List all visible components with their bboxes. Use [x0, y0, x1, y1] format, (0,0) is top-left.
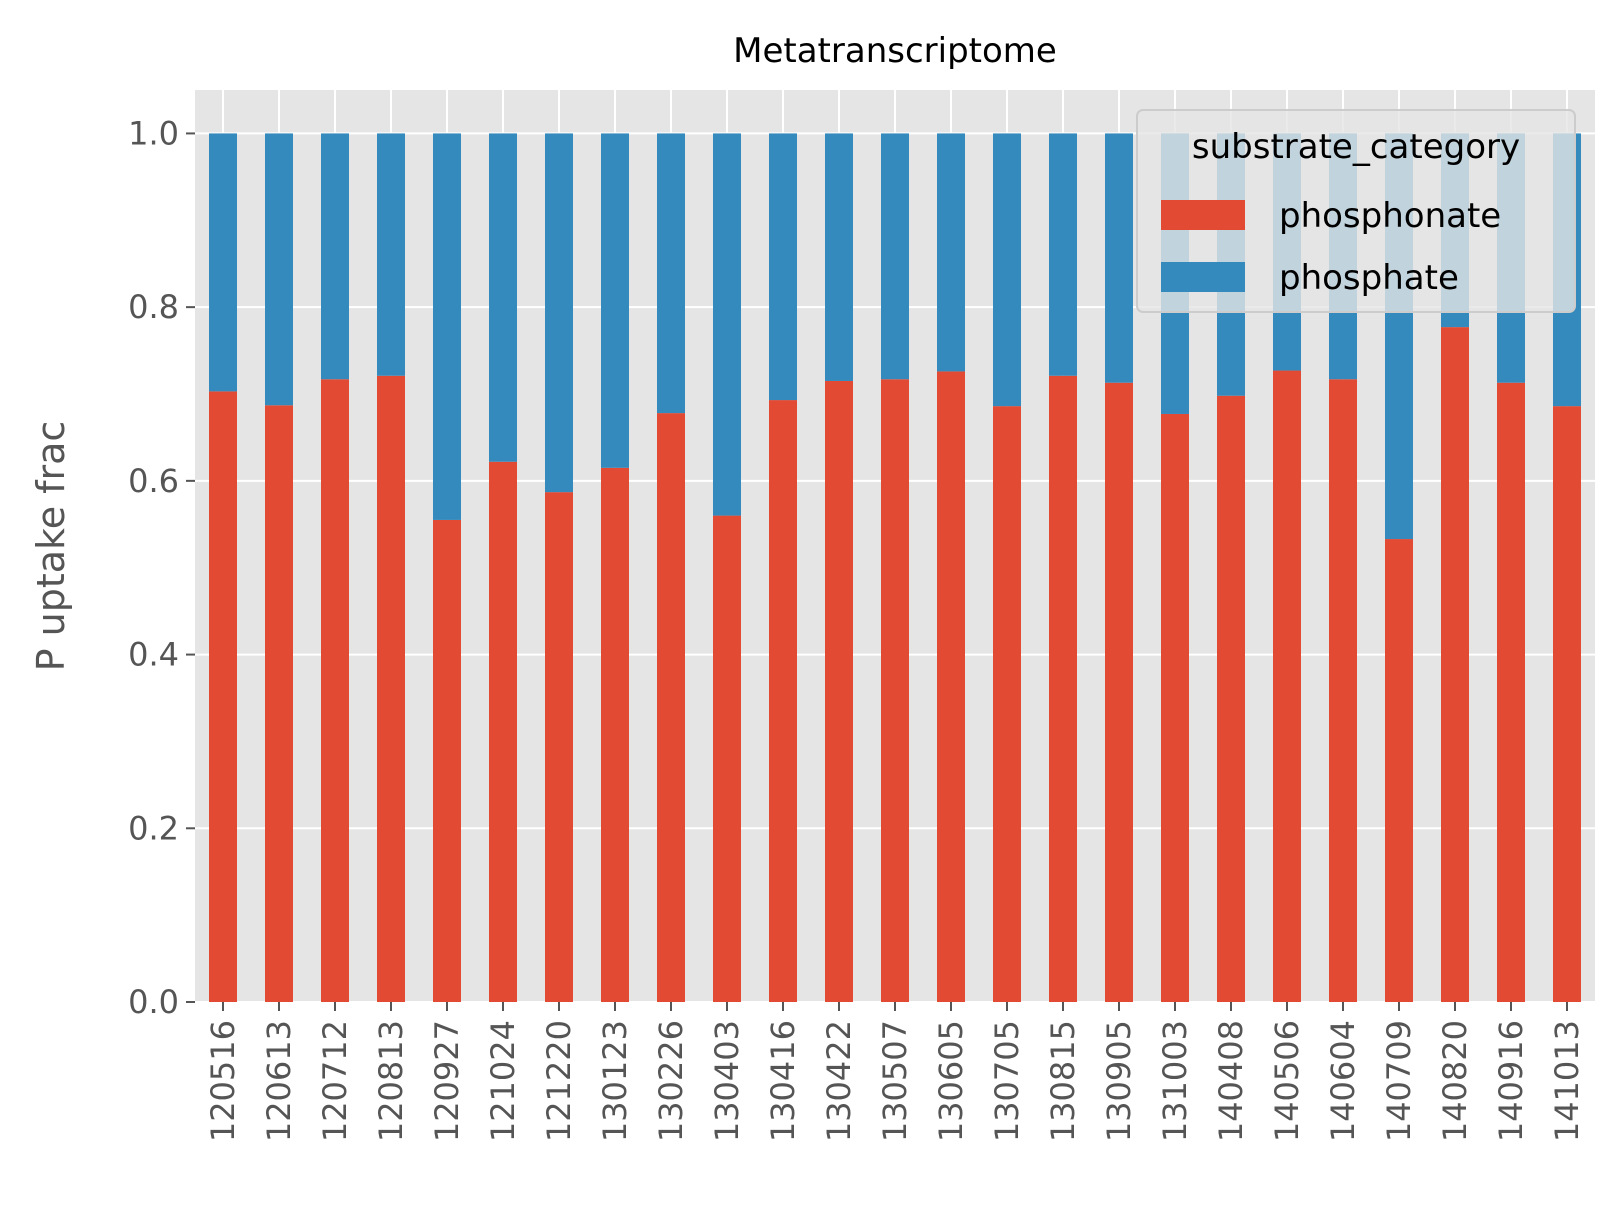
bar-phosphonate-141013[interactable] — [1553, 406, 1581, 1002]
bar-phosphate-130416[interactable] — [769, 133, 797, 401]
bar-phosphonate-140709[interactable] — [1385, 539, 1413, 1002]
x-tick-label: 121220 — [540, 1020, 578, 1142]
x-tick-label: 141013 — [1548, 1020, 1586, 1142]
bar-phosphate-130422[interactable] — [825, 133, 853, 381]
x-tick-label: 130123 — [596, 1020, 634, 1142]
bar-phosphonate-120613[interactable] — [265, 405, 293, 1002]
bar-phosphonate-120927[interactable] — [433, 519, 461, 1002]
x-tick-label: 130815 — [1044, 1020, 1082, 1142]
bar-phosphonate-130507[interactable] — [881, 379, 909, 1003]
bar-phosphonate-130226[interactable] — [657, 413, 685, 1002]
y-tick-label: 0.4 — [128, 636, 179, 674]
bar-phosphonate-140604[interactable] — [1329, 379, 1357, 1003]
legend-title: substrate_category — [1192, 127, 1520, 167]
y-tick-label: 1.0 — [128, 114, 179, 152]
x-tick-label: 130507 — [876, 1020, 914, 1142]
bar-phosphate-130226[interactable] — [657, 133, 685, 414]
x-tick-label: 130416 — [764, 1020, 802, 1142]
bar-phosphonate-121024[interactable] — [489, 461, 517, 1003]
legend-swatch-phosphonate — [1161, 200, 1245, 230]
legend[interactable]: substrate_category phosphonate phosphate — [1136, 109, 1576, 313]
bar-phosphate-130815[interactable] — [1049, 133, 1077, 376]
x-tick-label: 120927 — [428, 1020, 466, 1142]
x-tick-label: 140408 — [1212, 1020, 1250, 1142]
bar-phosphate-120613[interactable] — [265, 133, 293, 406]
bar-phosphonate-130605[interactable] — [937, 371, 965, 1003]
x-tick-label: 120712 — [316, 1020, 354, 1142]
chart-title: Metatranscriptome — [733, 31, 1057, 71]
legend-label-phosphate: phosphate — [1279, 258, 1459, 298]
y-tick-label: 0.6 — [128, 462, 179, 500]
y-tick-label: 0.0 — [128, 983, 179, 1021]
bar-phosphonate-120516[interactable] — [209, 391, 237, 1002]
x-axis: 120516 120613 120712 120813 120927 121024 1212… — [204, 1002, 1586, 1142]
bar-phosphonate-130416[interactable] — [769, 400, 797, 1003]
x-tick-label: 131003 — [1156, 1020, 1194, 1142]
legend-box — [1136, 109, 1576, 313]
bar-phosphate-120813[interactable] — [377, 133, 405, 376]
bar-phosphonate-120712[interactable] — [321, 379, 349, 1003]
x-tick-label: 130403 — [708, 1020, 746, 1142]
x-tick-label: 140820 — [1436, 1020, 1474, 1142]
bar-phosphate-130605[interactable] — [937, 133, 965, 372]
bar-phosphonate-140820[interactable] — [1441, 327, 1469, 1002]
bar-phosphonate-140408[interactable] — [1217, 395, 1245, 1002]
bar-phosphate-130403[interactable] — [713, 133, 741, 516]
x-tick-label: 140709 — [1380, 1020, 1418, 1142]
bar-phosphate-120516[interactable] — [209, 133, 237, 392]
x-tick-label: 140604 — [1324, 1020, 1362, 1142]
bar-phosphonate-130905[interactable] — [1105, 382, 1133, 1002]
bar-phosphonate-140506[interactable] — [1273, 370, 1301, 1002]
x-tick-label: 121024 — [484, 1020, 522, 1142]
bar-phosphonate-140916[interactable] — [1497, 382, 1525, 1002]
bar-phosphate-120712[interactable] — [321, 133, 349, 380]
bar-phosphate-130905[interactable] — [1105, 133, 1133, 383]
x-tick-label: 120516 — [204, 1020, 242, 1142]
bar-phosphonate-131003[interactable] — [1161, 413, 1189, 1002]
bar-phosphate-130123[interactable] — [601, 133, 629, 468]
bar-phosphonate-121220[interactable] — [545, 492, 573, 1002]
bar-phosphate-130705[interactable] — [993, 133, 1021, 407]
x-tick-label: 120813 — [372, 1020, 410, 1142]
y-tick-label: 0.2 — [128, 809, 179, 847]
x-tick-label: 140916 — [1492, 1020, 1530, 1142]
bar-phosphonate-130422[interactable] — [825, 380, 853, 1002]
x-tick-label: 130705 — [988, 1020, 1026, 1142]
x-tick-label: 140506 — [1268, 1020, 1306, 1142]
legend-swatch-phosphate — [1161, 262, 1245, 292]
x-tick-label: 130605 — [932, 1020, 970, 1142]
y-tick-label: 0.8 — [128, 288, 179, 326]
bar-phosphonate-120813[interactable] — [377, 375, 405, 1002]
bar-phosphonate-130403[interactable] — [713, 515, 741, 1002]
x-tick-label: 130422 — [820, 1020, 858, 1142]
bar-phosphate-120927[interactable] — [433, 133, 461, 520]
bar-phosphate-121024[interactable] — [489, 133, 517, 462]
y-axis: 0.0 0.2 0.4 0.6 0.8 1.0 — [128, 114, 195, 1021]
x-tick-label: 120613 — [260, 1020, 298, 1142]
x-tick-label: 130226 — [652, 1020, 690, 1142]
bars — [209, 133, 1581, 1003]
bar-phosphate-121220[interactable] — [545, 133, 573, 493]
bar-phosphate-130507[interactable] — [881, 133, 909, 380]
bar-phosphonate-130705[interactable] — [993, 406, 1021, 1002]
bar-phosphonate-130123[interactable] — [601, 467, 629, 1002]
bar-phosphonate-130815[interactable] — [1049, 375, 1077, 1002]
legend-label-phosphonate: phosphonate — [1279, 196, 1501, 236]
y-axis-label: P uptake frac — [29, 421, 73, 672]
x-tick-label: 130905 — [1100, 1020, 1138, 1142]
